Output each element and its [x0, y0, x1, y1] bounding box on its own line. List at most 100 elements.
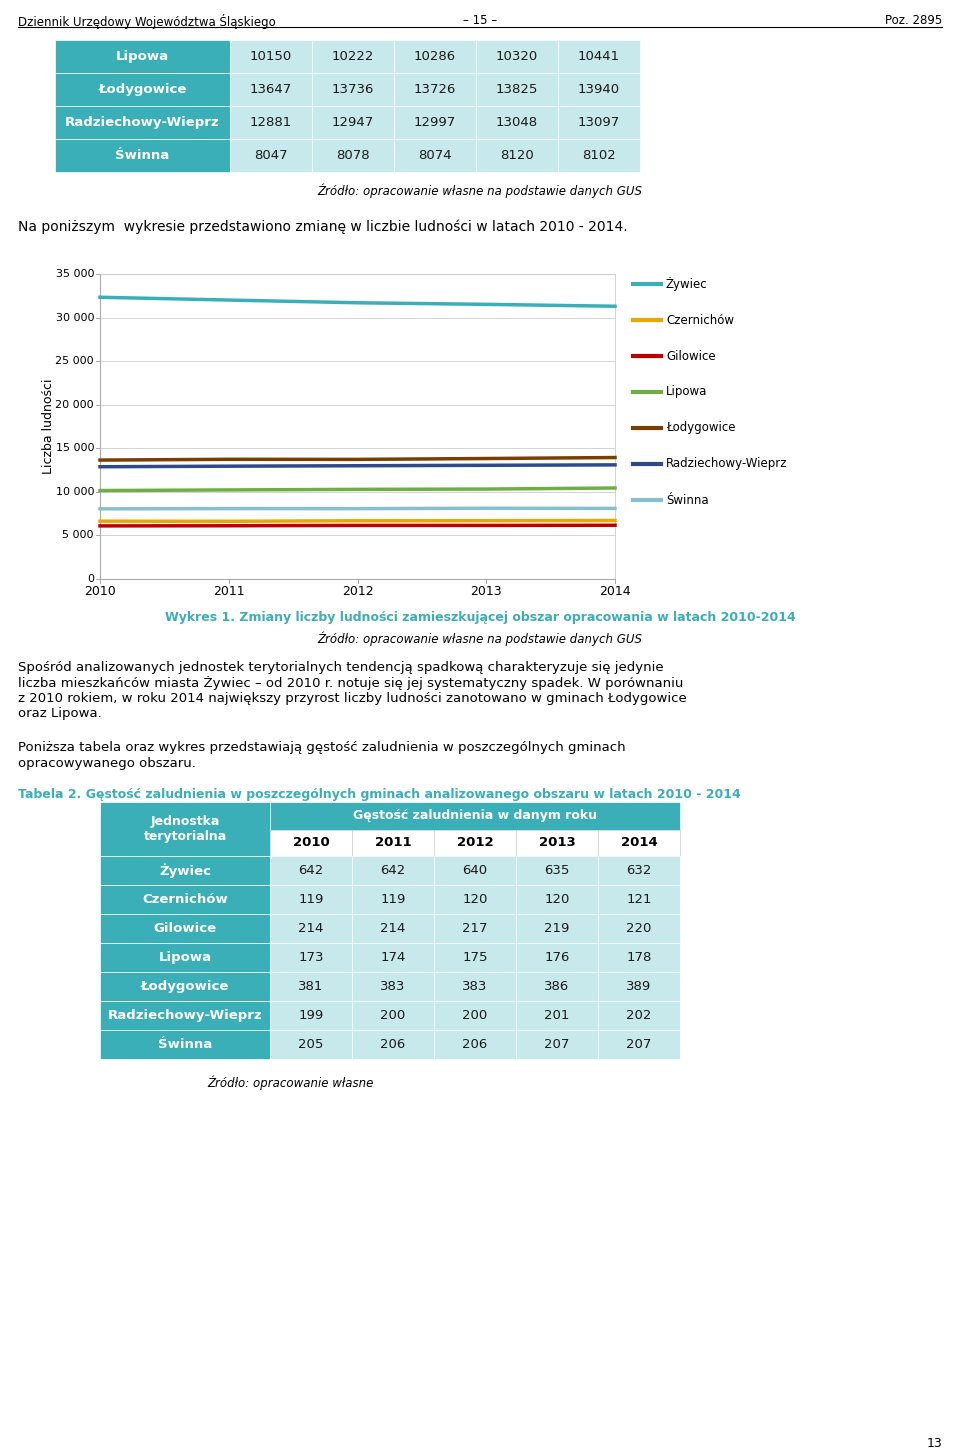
- FancyBboxPatch shape: [270, 1030, 352, 1059]
- Text: Żywiec: Żywiec: [666, 276, 708, 291]
- Text: Lipowa: Lipowa: [116, 49, 169, 63]
- Text: 10222: 10222: [332, 49, 374, 63]
- Text: 5 000: 5 000: [62, 531, 94, 540]
- FancyBboxPatch shape: [598, 1001, 680, 1030]
- FancyBboxPatch shape: [100, 1001, 270, 1030]
- Text: Lipowa: Lipowa: [158, 952, 211, 965]
- Text: 201: 201: [544, 1008, 569, 1021]
- Text: 207: 207: [544, 1037, 569, 1051]
- Text: Łodygowice: Łodygowice: [666, 422, 735, 435]
- FancyBboxPatch shape: [434, 885, 516, 914]
- Text: 2012: 2012: [457, 837, 493, 850]
- Text: Czernichów: Czernichów: [142, 893, 228, 906]
- Text: 642: 642: [380, 864, 406, 877]
- Text: Źródło: opracowanie własne na podstawie danych GUS: Źródło: opracowanie własne na podstawie …: [318, 631, 642, 646]
- Text: Radziechowy-Wieprz: Radziechowy-Wieprz: [108, 1008, 262, 1021]
- FancyBboxPatch shape: [476, 39, 558, 73]
- Text: 386: 386: [544, 981, 569, 992]
- Text: oraz Lipowa.: oraz Lipowa.: [18, 707, 102, 720]
- Text: Poz. 2895: Poz. 2895: [885, 15, 942, 28]
- FancyBboxPatch shape: [434, 829, 516, 856]
- Text: Czernichów: Czernichów: [666, 313, 734, 326]
- Text: 220: 220: [626, 922, 652, 936]
- FancyBboxPatch shape: [598, 914, 680, 943]
- Text: 205: 205: [299, 1037, 324, 1051]
- Text: 0: 0: [87, 575, 94, 583]
- Text: 2012: 2012: [342, 585, 373, 598]
- Text: Wykres 1. Zmiany liczby ludności zamieszkującej obszar opracowania w latach 2010: Wykres 1. Zmiany liczby ludności zamiesz…: [164, 611, 796, 624]
- FancyBboxPatch shape: [598, 829, 680, 856]
- FancyBboxPatch shape: [558, 39, 640, 73]
- FancyBboxPatch shape: [312, 39, 394, 73]
- Text: 383: 383: [380, 981, 406, 992]
- FancyBboxPatch shape: [352, 1001, 434, 1030]
- FancyBboxPatch shape: [270, 943, 352, 972]
- Text: 8078: 8078: [336, 148, 370, 162]
- FancyBboxPatch shape: [516, 1001, 598, 1030]
- Text: 8047: 8047: [254, 148, 288, 162]
- Text: 214: 214: [380, 922, 406, 936]
- FancyBboxPatch shape: [394, 106, 476, 140]
- FancyBboxPatch shape: [476, 73, 558, 106]
- Text: Radziechowy-Wieprz: Radziechowy-Wieprz: [65, 116, 220, 129]
- FancyBboxPatch shape: [230, 39, 312, 73]
- FancyBboxPatch shape: [516, 943, 598, 972]
- Text: Dziennik Urzędowy Województwa Śląskiego: Dziennik Urzędowy Województwa Śląskiego: [18, 15, 276, 29]
- FancyBboxPatch shape: [434, 1001, 516, 1030]
- FancyBboxPatch shape: [516, 856, 598, 885]
- FancyBboxPatch shape: [558, 73, 640, 106]
- Text: Gilowice: Gilowice: [666, 349, 715, 362]
- FancyBboxPatch shape: [476, 106, 558, 140]
- Text: 10 000: 10 000: [56, 487, 94, 496]
- FancyBboxPatch shape: [352, 856, 434, 885]
- FancyBboxPatch shape: [394, 73, 476, 106]
- FancyBboxPatch shape: [434, 972, 516, 1001]
- FancyBboxPatch shape: [270, 885, 352, 914]
- FancyBboxPatch shape: [352, 885, 434, 914]
- Text: 200: 200: [380, 1008, 406, 1021]
- Text: 119: 119: [299, 893, 324, 906]
- Text: 202: 202: [626, 1008, 652, 1021]
- Text: 30 000: 30 000: [56, 313, 94, 323]
- FancyBboxPatch shape: [270, 802, 680, 829]
- Text: 383: 383: [463, 981, 488, 992]
- Text: Radziechowy-Wieprz: Radziechowy-Wieprz: [666, 457, 787, 470]
- FancyBboxPatch shape: [598, 885, 680, 914]
- FancyBboxPatch shape: [312, 73, 394, 106]
- FancyBboxPatch shape: [434, 1030, 516, 1059]
- FancyBboxPatch shape: [100, 802, 270, 856]
- Text: 217: 217: [463, 922, 488, 936]
- Text: 2010: 2010: [84, 585, 116, 598]
- FancyBboxPatch shape: [100, 885, 270, 914]
- FancyBboxPatch shape: [394, 39, 476, 73]
- FancyBboxPatch shape: [434, 856, 516, 885]
- FancyBboxPatch shape: [100, 943, 270, 972]
- Text: liczba mieszkańców miasta Żywiec – od 2010 r. notuje się jej systematyczny spade: liczba mieszkańców miasta Żywiec – od 20…: [18, 677, 684, 691]
- Text: Tabela 2. Gęstość zaludnienia w poszczególnych gminach analizowanego obszaru w l: Tabela 2. Gęstość zaludnienia w poszczeg…: [18, 789, 741, 802]
- Text: 206: 206: [380, 1037, 406, 1051]
- Text: 12947: 12947: [332, 116, 374, 129]
- Text: 120: 120: [463, 893, 488, 906]
- FancyBboxPatch shape: [55, 39, 230, 73]
- FancyBboxPatch shape: [352, 914, 434, 943]
- Text: 10286: 10286: [414, 49, 456, 63]
- Text: 389: 389: [626, 981, 652, 992]
- Text: Źródło: opracowanie własne na podstawie danych GUS: Źródło: opracowanie własne na podstawie …: [318, 183, 642, 198]
- Text: Spośród analizowanych jednostek terytorialnych tendencją spadkową charakteryzuje: Spośród analizowanych jednostek terytori…: [18, 661, 663, 674]
- FancyBboxPatch shape: [558, 140, 640, 172]
- Text: 13097: 13097: [578, 116, 620, 129]
- Text: 219: 219: [544, 922, 569, 936]
- Text: 13726: 13726: [414, 83, 456, 96]
- Text: 178: 178: [626, 952, 652, 965]
- FancyBboxPatch shape: [230, 73, 312, 106]
- FancyBboxPatch shape: [55, 106, 230, 140]
- Text: 8120: 8120: [500, 148, 534, 162]
- FancyBboxPatch shape: [270, 856, 352, 885]
- Text: Łodygowice: Łodygowice: [141, 981, 229, 992]
- Text: 206: 206: [463, 1037, 488, 1051]
- Text: 2011: 2011: [213, 585, 245, 598]
- FancyBboxPatch shape: [100, 972, 270, 1001]
- FancyBboxPatch shape: [100, 914, 270, 943]
- Text: 174: 174: [380, 952, 406, 965]
- FancyBboxPatch shape: [352, 943, 434, 972]
